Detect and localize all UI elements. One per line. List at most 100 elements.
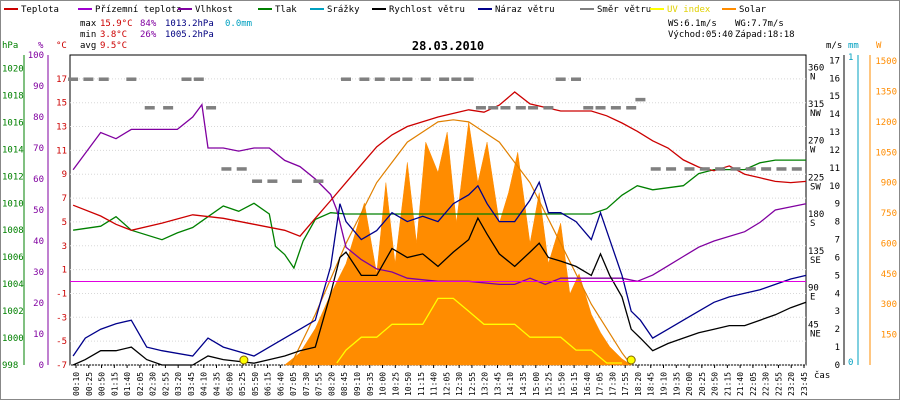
- temp-tick: -3: [56, 313, 67, 323]
- w-tick: 900: [881, 179, 897, 189]
- pct-tick: 50: [33, 206, 44, 216]
- wind-dir-mark: [206, 106, 217, 110]
- stat-max-label: max: [80, 19, 97, 29]
- hpa-tick: 1008: [2, 226, 24, 236]
- time-label: 22:05: [749, 372, 758, 396]
- wind-dir-mark: [571, 77, 581, 81]
- unit-pct: %: [38, 41, 44, 51]
- dir-tick: 360: [808, 63, 824, 73]
- wind-dir-mark: [543, 106, 554, 110]
- time-label: 14:10: [506, 372, 515, 396]
- pct-tick: 40: [33, 237, 44, 247]
- series-humidity: [72, 102, 807, 286]
- dir-tick: 135: [808, 247, 824, 257]
- time-label: 21:15: [723, 372, 732, 396]
- wind-speed-text: WS:6.1m/s: [668, 19, 717, 29]
- wind-dir-mark: [163, 106, 174, 110]
- hpa-tick: 1014: [2, 145, 24, 155]
- ms-tick: 16: [829, 74, 840, 84]
- series-gust: [72, 180, 807, 357]
- x-axis-labels: 00:10 00:25 00:50 01:15 01:40 02:05 02:30 02:55…: [72, 365, 809, 396]
- ms-tick: 15: [829, 92, 840, 102]
- time-label: 12:55: [468, 372, 477, 396]
- dir-tick-label: NE: [810, 329, 821, 339]
- legend-label: Vlhkost: [195, 5, 233, 15]
- mm-tick: 1: [848, 53, 853, 63]
- wind-dir-mark: [730, 167, 741, 171]
- wind-dir-mark: [595, 106, 606, 110]
- stat-min-label: min: [80, 30, 96, 40]
- ms-tick: 3: [835, 307, 840, 317]
- ms-tick: 6: [835, 253, 840, 263]
- time-label: 17:55: [621, 372, 630, 396]
- time-label: 08:45: [340, 372, 349, 396]
- w-tick: 1200: [875, 118, 897, 128]
- time-label: 12:30: [455, 372, 464, 396]
- legend-label: Solar: [739, 5, 767, 15]
- time-label: 23:45: [800, 372, 809, 396]
- stat-max-hum: 84%: [140, 19, 157, 29]
- unit-ms: m/s: [826, 41, 842, 51]
- time-label: 11:40: [430, 372, 439, 396]
- pct-tick: 30: [33, 268, 44, 278]
- temp-tick: 11: [56, 146, 67, 156]
- legend-label: Tlak: [275, 5, 297, 15]
- pct-tick: 0: [39, 361, 44, 371]
- time-label: 09:35: [366, 372, 375, 396]
- time-label: 02:55: [161, 372, 170, 396]
- legend-label: Směr větru: [597, 5, 651, 15]
- temp-tick: 13: [56, 123, 67, 133]
- dir-tick: 180: [808, 210, 824, 220]
- time-label: 15:25: [545, 372, 554, 396]
- temp-tick: 3: [62, 242, 67, 252]
- wind-dir-mark: [666, 167, 677, 171]
- wind-info: WS:6.1m/s WG:7.7m/s Východ:05:40 Západ:1…: [668, 19, 795, 40]
- wind-dir-mark: [610, 106, 621, 110]
- legend-label: Náraz větru: [495, 5, 555, 15]
- stat-max-rain: 0.0mm: [225, 19, 252, 29]
- time-label: 22:30: [762, 372, 771, 396]
- time-label: 05:00: [225, 372, 234, 396]
- temp-tick: 9: [62, 170, 67, 180]
- legend-label: Srážky: [327, 5, 360, 15]
- wind-dir-mark: [626, 106, 637, 110]
- wind-dir-mark: [583, 106, 594, 110]
- ms-tick: 17: [829, 56, 840, 66]
- axes: 1715131197531-1-3-5-71020101810161014101…: [2, 51, 897, 371]
- wind-dir-mark: [699, 167, 710, 171]
- wind-dir-mark: [252, 179, 263, 183]
- wind-dir-mark: [402, 77, 413, 81]
- time-label: 20:25: [698, 372, 707, 396]
- time-label: 22:55: [774, 372, 783, 396]
- time-label: 16:40: [583, 372, 592, 396]
- ms-tick: 13: [829, 128, 840, 138]
- time-label: 06:15: [264, 372, 273, 396]
- wind-dir-mark: [650, 167, 661, 171]
- w-tick: 1350: [875, 87, 897, 97]
- time-label: 20:50: [711, 372, 720, 396]
- wind-dir-mark: [390, 77, 401, 81]
- chart-title: 28.03.2010: [412, 39, 484, 53]
- time-label: 07:55: [315, 372, 324, 396]
- temp-tick: 7: [62, 194, 67, 204]
- hpa-tick: 998: [2, 361, 18, 371]
- time-label: 01:15: [110, 372, 119, 396]
- time-label: 05:50: [251, 372, 260, 396]
- wind-dir-mark: [684, 167, 695, 171]
- stat-avg-label: avg: [80, 41, 96, 51]
- solar-layer: [283, 119, 633, 366]
- wind-dir-mark: [98, 77, 109, 81]
- wind-dir-mark: [463, 77, 474, 81]
- temp-tick: 1: [62, 266, 67, 276]
- pct-tick: 10: [33, 330, 44, 340]
- unit-mm: mm: [848, 41, 859, 51]
- time-label: 00:50: [98, 372, 107, 396]
- ms-tick: 4: [835, 289, 840, 299]
- time-label: 19:35: [672, 372, 681, 396]
- pct-tick: 60: [33, 175, 44, 185]
- wind-dir-mark: [341, 77, 351, 81]
- pct-tick: 100: [28, 51, 44, 61]
- wind-dir-mark: [528, 106, 539, 110]
- stat-max-press: 1013.2hPa: [165, 19, 214, 29]
- hpa-tick: 1006: [2, 253, 24, 263]
